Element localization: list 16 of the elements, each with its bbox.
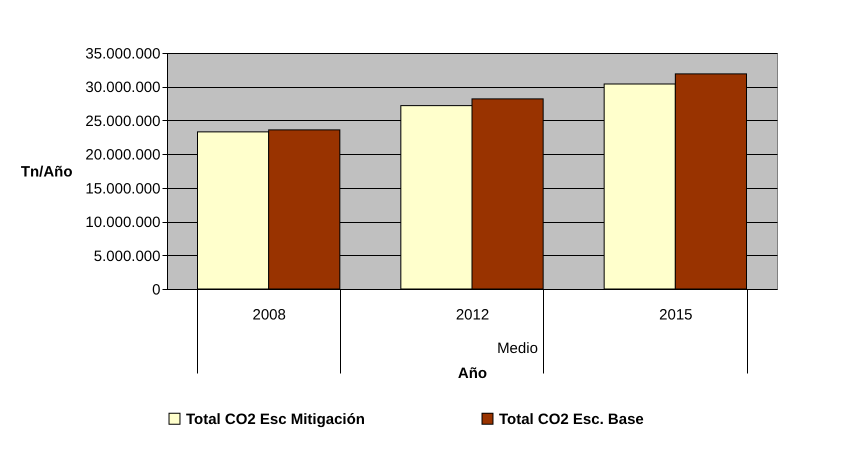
y-tick-label: 15.000.000	[85, 180, 160, 198]
y-tick-label: 20.000.000	[85, 146, 160, 164]
y-tick-label: 35.000.000	[85, 46, 160, 62]
y-axis-title: Tn/Año	[20, 164, 72, 180]
x-axis-title: Año	[458, 365, 488, 382]
x-tick-label: 2008	[252, 306, 286, 324]
y-tick-label: 25.000.000	[85, 112, 160, 130]
y-tick-label: 10.000.000	[85, 214, 160, 232]
y-tick-label: 5.000.000	[94, 248, 160, 265]
legend-label: Total CO2 Esc Mitigación	[186, 410, 365, 428]
x-tick-label: 2012	[456, 306, 490, 324]
y-tick-label: 30.000.000	[85, 79, 160, 96]
text: Medio	[496, 340, 539, 357]
y-tick-label: 0	[152, 282, 160, 298]
legend-label: Total CO2 Esc. Base	[499, 410, 644, 428]
x-tick-label: 2015	[659, 306, 693, 324]
